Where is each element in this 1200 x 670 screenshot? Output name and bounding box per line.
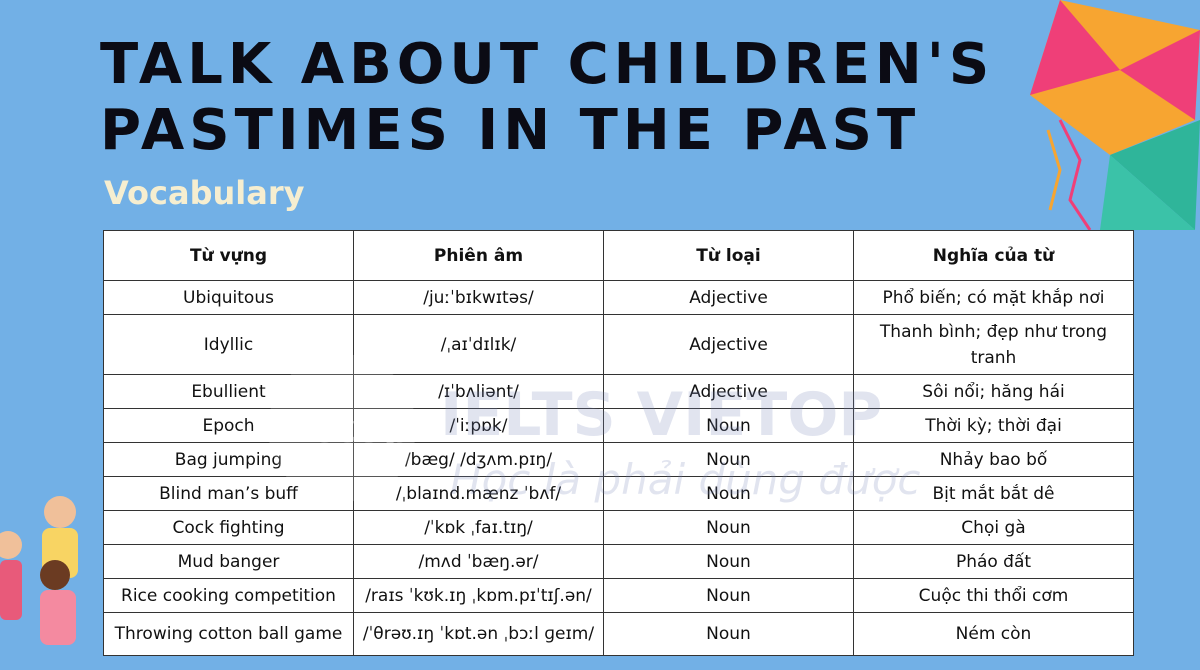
table-cell: /mʌd ˈbæŋ.ər/ bbox=[353, 544, 604, 579]
table-cell: Idyllic bbox=[103, 314, 354, 375]
table-cell: Sôi nổi; hăng hái bbox=[853, 374, 1134, 409]
table-cell: Adjective bbox=[603, 374, 854, 409]
table-cell: Rice cooking competition bbox=[103, 578, 354, 613]
table-cell: Noun bbox=[603, 612, 854, 656]
table-cell: /ˈθrəʊ.ɪŋ ˈkɒt.ən ˌbɔːl ɡeɪm/ bbox=[353, 612, 604, 656]
kite bbox=[1030, 0, 1200, 231]
table-cell: Noun bbox=[603, 408, 854, 443]
table-cell: Thời kỳ; thời đại bbox=[853, 408, 1134, 443]
table-cell: Bag jumping bbox=[103, 442, 354, 477]
table-row: Rice cooking competition/raɪs ˈkʊk.ɪŋ ˌk… bbox=[103, 578, 1134, 613]
table-row: Ubiquitous/juːˈbɪkwɪtəs/Adjective Phổ biế… bbox=[103, 280, 1134, 315]
table-cell: Noun bbox=[603, 510, 854, 545]
table-cell: Nhảy bao bố bbox=[853, 442, 1134, 477]
table-row: Throwing cotton ball game/ˈθrəʊ.ɪŋ ˈkɒt.… bbox=[103, 612, 1134, 656]
table-row: Mud banger/mʌd ˈbæŋ.ər/Noun Pháo đất bbox=[103, 544, 1134, 579]
header-cell: Từ vựng bbox=[103, 230, 354, 281]
table-cell: Blind man’s buff bbox=[103, 476, 354, 511]
table-row: Bag jumping/bæg/ /dʒʌm.pɪŋ/Noun Nhảy bao … bbox=[103, 442, 1134, 477]
table-cell: Thanh bình; đẹp như trong tranh bbox=[853, 314, 1134, 375]
title-line: PASTIMES IN THE PAST bbox=[100, 98, 921, 163]
table-row: Epoch/ˈiːpɒk/Noun Thời kỳ; thời đại bbox=[103, 408, 1134, 443]
table-cell: Pháo đất bbox=[853, 544, 1134, 579]
table-row: Blind man’s buff/ˌblaɪnd.mænz ˈbʌf/Noun B… bbox=[103, 476, 1134, 511]
subtitle: Vocabulary bbox=[104, 174, 305, 212]
vocabulary-table: Từ vựng Phiên âm Từ loại Nghĩa của từ Ubiqu… bbox=[103, 230, 1134, 656]
table-body: Ubiquitous/juːˈbɪkwɪtəs/Adjective Phổ biế… bbox=[103, 280, 1134, 656]
table-cell: /bæg/ /dʒʌm.pɪŋ/ bbox=[353, 442, 604, 477]
table-row: Ebullient/ɪˈbʌliənt/Adjective Sôi nổi; hă… bbox=[103, 374, 1134, 409]
table-cell: Throwing cotton ball game bbox=[103, 612, 354, 656]
table-cell: /ˈkɒk ˌfaɪ.tɪŋ/ bbox=[353, 510, 604, 545]
table-cell: /raɪs ˈkʊk.ɪŋ ˌkɒm.pɪˈtɪʃ.ən/ bbox=[353, 578, 604, 613]
header-cell: Nghĩa của từ bbox=[853, 230, 1134, 281]
table-cell: Adjective bbox=[603, 280, 854, 315]
table-row: Cock fighting/ˈkɒk ˌfaɪ.tɪŋ/Noun Chọi gà bbox=[103, 510, 1134, 545]
table-cell: Ném còn bbox=[853, 612, 1134, 656]
table-cell: Ubiquitous bbox=[103, 280, 354, 315]
table-cell: /ɪˈbʌliənt/ bbox=[353, 374, 604, 409]
table-cell: Bịt mắt bắt dê bbox=[853, 476, 1134, 511]
title: TALK ABOUT CHILDREN'S PASTIMES IN THE PA… bbox=[100, 32, 994, 164]
table-cell: Chọi gà bbox=[853, 510, 1134, 545]
title-line: TALK ABOUT CHILDREN'S bbox=[100, 32, 995, 97]
table-cell: Cuộc thi thổi cơm bbox=[853, 578, 1134, 613]
table-cell: /ˌaɪˈdɪlɪk/ bbox=[353, 314, 604, 375]
watermark-circle bbox=[268, 354, 416, 502]
